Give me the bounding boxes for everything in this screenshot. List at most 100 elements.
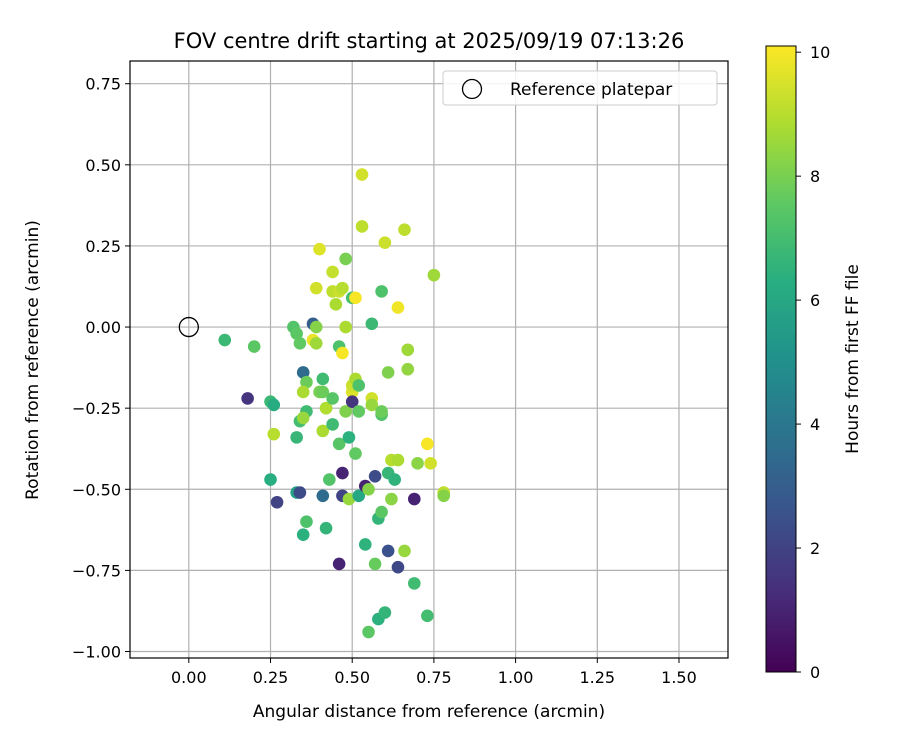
x-tick-label: 0.50: [334, 668, 370, 687]
data-point: [352, 489, 366, 503]
data-point: [375, 285, 388, 298]
colorbar-ticks: 0 2 4 6 8 10: [796, 43, 830, 682]
data-point: [391, 453, 405, 467]
x-tick-label: 0.00: [171, 668, 207, 687]
data-point: [378, 236, 392, 249]
data-point: [336, 281, 349, 295]
data-point: [309, 336, 323, 350]
data-point: [293, 336, 307, 350]
data-point: [319, 521, 333, 535]
data-point: [326, 392, 339, 405]
data-point: [424, 457, 437, 470]
data-point: [267, 398, 281, 412]
data-point: [398, 223, 411, 237]
legend-entry-label: Reference platepar: [510, 80, 672, 100]
colorbar-tick-label: 0: [810, 663, 820, 682]
data-point: [336, 466, 349, 480]
data-point: [264, 473, 277, 486]
data-point: [270, 495, 284, 509]
data-point: [368, 557, 382, 571]
data-point: [391, 301, 405, 314]
data-point: [241, 392, 254, 405]
y-tick-label: 0.50: [85, 156, 121, 175]
data-point: [316, 385, 330, 399]
data-point: [329, 298, 343, 311]
data-point: [342, 431, 356, 444]
y-axis-ticks: −1.00 −0.75 −0.50 −0.25 0.00 0.25 0.50 0.75: [72, 75, 130, 662]
data-point: [349, 291, 362, 305]
colorbar-gradient: [765, 45, 797, 673]
reference-platepar-marker: [178, 316, 199, 338]
data-point: [316, 424, 330, 438]
colorbar-tick-label: 2: [810, 539, 820, 558]
data-point: [427, 268, 441, 282]
legend-reference-marker: [461, 78, 483, 100]
y-tick-label: 0.25: [85, 237, 121, 256]
data-point: [352, 405, 366, 418]
data-point: [421, 437, 434, 451]
data-point: [316, 489, 330, 503]
data-point: [381, 544, 395, 558]
scatter-points: [178, 168, 451, 639]
y-axis-label: Rotation from reference (arcmin): [23, 220, 43, 500]
data-point: [309, 320, 323, 334]
data-point: [385, 492, 398, 506]
data-point: [326, 418, 339, 431]
chart-title: FOV centre drift starting at 2025/09/19 …: [174, 29, 685, 53]
data-point: [323, 473, 336, 486]
y-tick-label: 0.00: [85, 318, 121, 337]
data-point: [407, 492, 421, 506]
data-point: [368, 470, 382, 483]
data-point: [247, 340, 261, 353]
y-tick-label: 0.75: [85, 75, 121, 94]
data-point: [398, 544, 411, 558]
data-point: [296, 366, 310, 379]
data-point: [319, 401, 333, 415]
data-point: [339, 320, 352, 334]
data-point: [391, 560, 405, 574]
legend-box: [442, 70, 718, 106]
data-point: [378, 606, 392, 619]
y-tick-label: −1.00: [72, 643, 121, 662]
y-tick-label: −0.25: [72, 399, 121, 418]
x-tick-label: 1.00: [498, 668, 534, 687]
data-point: [290, 431, 303, 444]
data-point: [437, 489, 451, 503]
data-point: [332, 557, 346, 571]
data-point: [362, 482, 375, 496]
data-point: [267, 427, 281, 441]
grid-lines: [130, 61, 728, 658]
y-tick-label: −0.75: [72, 561, 121, 580]
data-point: [358, 538, 372, 551]
data-point: [401, 362, 415, 376]
data-point: [345, 395, 359, 408]
data-point: [300, 515, 313, 529]
x-tick-label: 1.50: [661, 668, 697, 687]
data-point: [313, 242, 326, 256]
data-point: [296, 385, 310, 399]
data-point: [365, 398, 379, 412]
x-tick-label: 1.25: [579, 668, 615, 687]
colorbar-tick-label: 8: [810, 167, 820, 186]
data-point: [355, 168, 369, 181]
data-point: [290, 327, 303, 340]
colorbar-tick-label: 10: [810, 43, 830, 62]
x-tick-label: 0.75: [416, 668, 452, 687]
data-point: [388, 473, 401, 486]
x-tick-label: 0.25: [253, 668, 289, 687]
data-point: [355, 220, 369, 233]
data-point: [381, 366, 395, 379]
data-point: [362, 625, 375, 639]
data-point: [296, 411, 310, 425]
data-point: [342, 492, 356, 506]
data-point: [336, 346, 349, 360]
plot-area-frame: [129, 60, 729, 659]
data-point: [339, 405, 352, 418]
data-point: [326, 265, 339, 279]
data-point: [352, 379, 366, 392]
colorbar: 0 2 4 6 8 10 Hours from first FF file: [765, 43, 863, 682]
data-point: [316, 372, 330, 386]
colorbar-label: Hours from first FF file: [843, 264, 863, 454]
y-tick-label: −0.50: [72, 480, 121, 499]
colorbar-tick-label: 6: [810, 291, 820, 310]
